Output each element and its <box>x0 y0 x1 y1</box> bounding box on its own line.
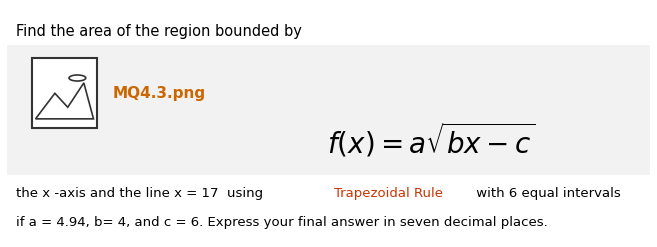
Text: MQ4.3.png: MQ4.3.png <box>113 86 206 101</box>
Text: the x -axis and the line x = 17  using: the x -axis and the line x = 17 using <box>16 187 267 200</box>
Text: with 6 equal intervals: with 6 equal intervals <box>472 187 621 200</box>
FancyBboxPatch shape <box>32 59 97 128</box>
Text: $f(x) = a\sqrt{bx - c}$: $f(x) = a\sqrt{bx - c}$ <box>327 121 535 159</box>
Text: if a = 4.94, b= 4, and c = 6. Express your final answer in seven decimal places.: if a = 4.94, b= 4, and c = 6. Express yo… <box>16 216 548 229</box>
Text: Trapezoidal Rule: Trapezoidal Rule <box>334 187 443 200</box>
Text: Find the area of the region bounded by: Find the area of the region bounded by <box>16 24 302 39</box>
FancyBboxPatch shape <box>7 44 650 175</box>
